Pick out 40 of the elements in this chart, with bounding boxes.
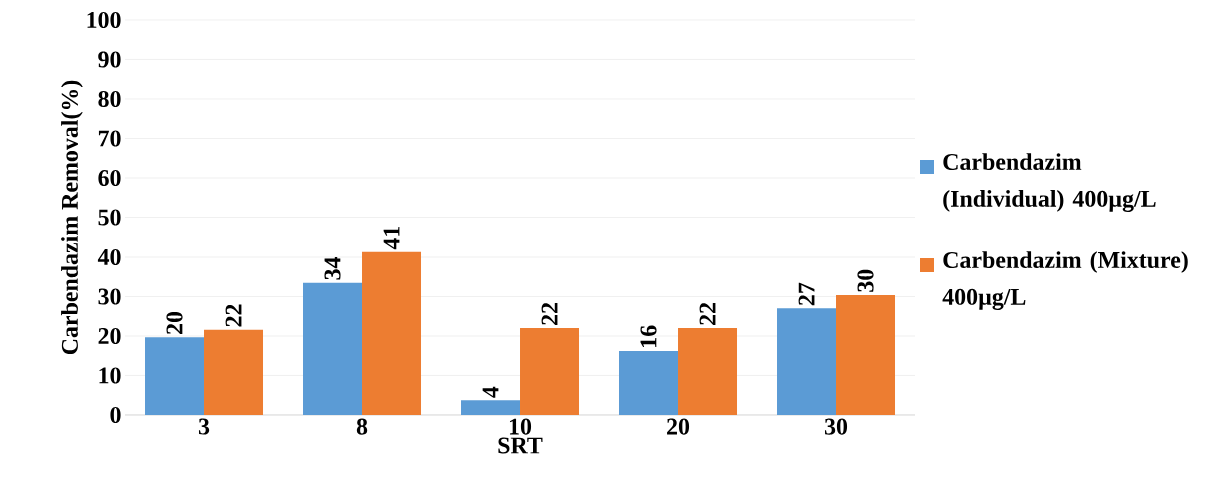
y-tick-label: 70 (98, 130, 121, 147)
bar (303, 282, 363, 415)
y-tick-label: 10 (99, 367, 121, 384)
data-label: 41 (383, 226, 400, 250)
bar (204, 329, 264, 415)
bar (145, 337, 205, 415)
data-label: 16 (640, 325, 657, 347)
y-axis-title: Carbendazim Removal(%) (61, 80, 83, 355)
data-label: 34 (324, 256, 341, 280)
y-tick-label: 60 (98, 169, 121, 187)
bar (777, 308, 837, 415)
x-tick-label: 30 (824, 418, 848, 435)
bar (461, 400, 521, 415)
bar (520, 328, 580, 415)
data-label: 4 (482, 386, 499, 398)
y-tick-label: 50 (98, 209, 121, 226)
y-tick-label: 80 (98, 90, 121, 108)
bar (836, 294, 896, 415)
data-label: 22 (541, 303, 558, 325)
legend-label: Carbendazim (Mixture) 400µg/L (942, 251, 1188, 310)
data-label: 30 (857, 269, 874, 292)
bar (619, 351, 679, 415)
data-label: 22 (699, 303, 716, 325)
y-tick-label: 100 (87, 11, 121, 29)
bar (678, 328, 738, 415)
y-tick-label: 0 (110, 406, 121, 424)
x-axis-title: SRT (498, 437, 543, 454)
y-tick-label: 40 (97, 248, 121, 266)
bar (362, 251, 422, 415)
x-tick-label: 20 (667, 418, 690, 435)
y-tick-label: 90 (98, 51, 121, 68)
y-tick-label: 20 (98, 327, 121, 345)
y-tick-label: 30 (98, 288, 121, 305)
x-tick-label: 8 (356, 418, 368, 435)
data-label: 22 (225, 304, 242, 327)
x-tick-label: 10 (509, 418, 532, 435)
data-label: 27 (798, 282, 815, 306)
x-tick-label: 3 (198, 418, 210, 435)
data-label: 20 (166, 311, 183, 334)
legend-label: Carbendazim (Individual) 400µg/L (943, 153, 1156, 212)
